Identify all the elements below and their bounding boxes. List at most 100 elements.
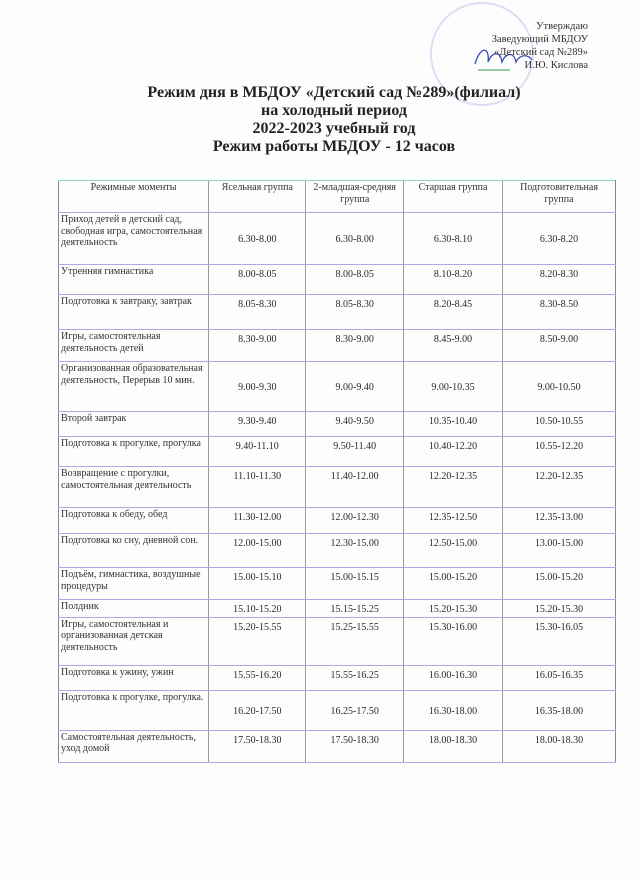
- time-cell: 10.50-10.55: [502, 411, 616, 437]
- time-cell: 12.20-12.35: [402, 466, 503, 508]
- table-row: Самостоятельная деятельность, уход домой…: [57, 730, 616, 763]
- table-row: Игры, самостоятельная деятельность детей…: [57, 329, 616, 362]
- time-cell: 8.05-8.30: [208, 294, 306, 330]
- schedule-table: Режимные моменты Ясельная группа 2-младшая…: [57, 180, 616, 763]
- time-cell: 12.50-15.00: [402, 533, 503, 568]
- table-row: Игры, самостоятельная и организованная д…: [57, 617, 616, 666]
- time-cell: 15.55-16.20: [208, 665, 306, 691]
- title-line: на холодный период: [260, 102, 407, 119]
- time-cell: 8.50-9.00: [502, 329, 616, 362]
- regime-moment-cell: Подготовка к обеду, обед: [57, 507, 209, 534]
- time-cell: 15.30-16.00: [402, 617, 503, 666]
- time-cell: 8.05-8.30: [305, 294, 404, 330]
- time-cell: 8.00-8.05: [305, 264, 404, 295]
- approval-line: Утверждаю: [536, 21, 588, 32]
- time-cell: 15.10-15.20: [208, 599, 306, 618]
- regime-moment-cell: Подготовка ко сну, дневной сон.: [57, 533, 209, 568]
- time-cell: 15.30-16.05: [502, 617, 616, 666]
- time-cell: 8.20-8.30: [502, 264, 616, 295]
- table-row: Подъём, гимнастика, воздушные процедуры 1…: [57, 567, 616, 600]
- regime-moment-cell: Возвращение с прогулки, самостоятельная …: [57, 466, 209, 508]
- table-row: Подготовка к обеду, обед 11.30-12.00 12.00…: [57, 507, 616, 534]
- time-cell: 16.05-16.35: [502, 665, 616, 691]
- regime-moment-cell: Подъём, гимнастика, воздушные процедуры: [57, 567, 209, 600]
- time-cell: 9.00-9.40: [305, 361, 404, 412]
- time-cell: 13.00-15.00: [502, 533, 616, 568]
- document-title: Режим дня в МБДОУ «Детский сад №289»(фил…: [0, 84, 640, 156]
- time-cell: 12.20-12.35: [502, 466, 616, 508]
- approval-line: И.Ю. Кислова: [524, 60, 588, 71]
- time-cell: 6.30-8.10: [402, 212, 503, 265]
- table-row: Подготовка к прогулке, прогулка 9.40-11.1…: [57, 436, 616, 467]
- time-cell: 10.35-10.40: [402, 411, 503, 437]
- table-row: Подготовка ко сну, дневной сон. 12.00-15.…: [57, 533, 616, 568]
- time-cell: 8.30-8.50: [502, 294, 616, 330]
- time-cell: 9.00-9.30: [208, 361, 306, 412]
- time-cell: 16.35-18.00: [502, 690, 616, 731]
- time-cell: 12.35-12.50: [402, 507, 503, 534]
- column-header: Подготовительная группа: [502, 180, 616, 213]
- time-cell: 12.00-15.00: [208, 533, 306, 568]
- time-cell: 15.15-15.25: [305, 599, 404, 618]
- table-row: Полдник 15.10-15.20 15.15-15.25 15.20-15.30…: [57, 599, 616, 618]
- time-cell: 15.00-15.10: [208, 567, 306, 600]
- time-cell: 6.30-8.20: [502, 212, 616, 265]
- table-header-row: Режимные моменты Ясельная группа 2-младшая…: [57, 180, 616, 213]
- time-cell: 16.30-18.00: [402, 690, 503, 731]
- time-cell: 8.30-9.00: [305, 329, 404, 362]
- title-line: 2022-2023 учебный год: [252, 120, 416, 137]
- time-cell: 9.00-10.50: [502, 361, 616, 412]
- time-cell: 11.30-12.00: [208, 507, 306, 534]
- time-cell: 15.20-15.30: [502, 599, 616, 618]
- time-cell: 8.00-8.05: [208, 264, 306, 295]
- column-header: Режимные моменты: [57, 180, 209, 213]
- table-row: Организованная образовательная деятельно…: [57, 361, 616, 412]
- regime-moment-cell: Второй завтрак: [57, 411, 209, 437]
- table-row: Подготовка к ужину, ужин 15.55-16.20 15.55…: [57, 665, 616, 691]
- time-cell: 8.10-8.20: [402, 264, 503, 295]
- time-cell: 9.40-11.10: [208, 436, 306, 467]
- time-cell: 15.00-15.20: [402, 567, 503, 600]
- official-stamp: [430, 2, 534, 106]
- regime-moment-cell: Утренняя гимнастика: [57, 264, 209, 295]
- regime-moment-cell: Игры, самостоятельная деятельность детей: [57, 329, 209, 362]
- regime-moment-cell: Приход детей в детский сад, свободная иг…: [57, 212, 209, 265]
- regime-moment-cell: Подготовка к завтраку, завтрак: [57, 294, 209, 330]
- time-cell: 8.20-8.45: [402, 294, 503, 330]
- time-cell: 10.55-12.20: [502, 436, 616, 467]
- table-row: Второй завтрак 9.30-9.40 9.40-9.50 10.35-10…: [57, 411, 616, 437]
- table-row: Возвращение с прогулки, самостоятельная …: [57, 466, 616, 508]
- time-cell: 17.50-18.30: [208, 730, 306, 763]
- table-row: Утренняя гимнастика 8.00-8.05 8.00-8.05 8.1…: [57, 264, 616, 295]
- time-cell: 9.40-9.50: [305, 411, 404, 437]
- time-cell: 15.55-16.25: [305, 665, 404, 691]
- time-cell: 12.00-12.30: [305, 507, 404, 534]
- approval-line: Заведующий МБДОУ: [491, 34, 588, 45]
- regime-moment-cell: Самостоятельная деятельность, уход домой: [57, 730, 209, 763]
- time-cell: 16.20-17.50: [208, 690, 306, 731]
- time-cell: 8.30-9.00: [208, 329, 306, 362]
- time-cell: 15.25-15.55: [305, 617, 404, 666]
- time-cell: 8.45-9.00: [402, 329, 503, 362]
- time-cell: 11.10-11.30: [208, 466, 306, 508]
- column-header: Старшая группа: [402, 180, 503, 213]
- regime-moment-cell: Подготовка к ужину, ужин: [57, 665, 209, 691]
- regime-moment-cell: Подготовка к прогулке, прогулка.: [57, 690, 209, 731]
- title-line: Режим работы МБДОУ - 12 часов: [212, 138, 456, 155]
- table-row: Подготовка к прогулке, прогулка. 16.20-17…: [57, 690, 616, 731]
- time-cell: 6.30-8.00: [305, 212, 404, 265]
- time-cell: 18.00-18.30: [402, 730, 503, 763]
- time-cell: 17.50-18.30: [305, 730, 404, 763]
- column-header: Ясельная группа: [208, 180, 306, 213]
- time-cell: 6.30-8.00: [208, 212, 306, 265]
- table-row: Приход детей в детский сад, свободная иг…: [57, 212, 616, 265]
- table-row: Подготовка к завтраку, завтрак 8.05-8.30 8…: [57, 294, 616, 330]
- time-cell: 12.35-13.00: [502, 507, 616, 534]
- time-cell: 16.25-17.50: [305, 690, 404, 731]
- approval-line: «Детский сад №289»: [494, 47, 588, 58]
- time-cell: 10.40-12.20: [402, 436, 503, 467]
- time-cell: 15.00-15.20: [502, 567, 616, 600]
- time-cell: 11.40-12.00: [305, 466, 404, 508]
- time-cell: 9.00-10.35: [402, 361, 503, 412]
- time-cell: 15.20-15.55: [208, 617, 306, 666]
